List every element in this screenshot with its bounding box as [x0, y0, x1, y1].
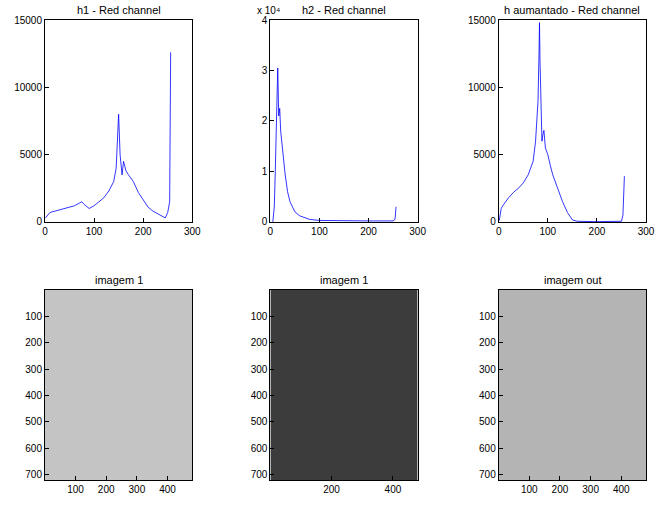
svg-text:15000: 15000 — [14, 15, 42, 26]
svg-text:200: 200 — [589, 226, 606, 237]
svg-text:200: 200 — [479, 337, 496, 348]
svg-text:5000: 5000 — [20, 149, 43, 160]
svg-text:15000: 15000 — [468, 15, 496, 26]
svg-text:100: 100 — [539, 226, 556, 237]
svg-text:600: 600 — [251, 443, 268, 454]
svg-text:imagem 1: imagem 1 — [95, 274, 143, 286]
svg-text:h aumantado - Red channel: h aumantado - Red channel — [504, 4, 640, 16]
svg-text:200: 200 — [98, 484, 115, 495]
svg-text:h1 - Red channel: h1 - Red channel — [77, 4, 161, 16]
svg-text:700: 700 — [479, 469, 496, 480]
svg-text:400: 400 — [479, 390, 496, 401]
svg-text:500: 500 — [251, 416, 268, 427]
svg-text:400: 400 — [385, 484, 402, 495]
svg-text:700: 700 — [251, 469, 268, 480]
svg-text:4: 4 — [262, 15, 268, 26]
svg-text:imagem 1: imagem 1 — [320, 274, 368, 286]
svg-text:3: 3 — [262, 65, 268, 76]
svg-text:100: 100 — [479, 311, 496, 322]
svg-text:200: 200 — [360, 226, 377, 237]
svg-text:300: 300 — [184, 226, 201, 237]
svg-text:5000: 5000 — [474, 149, 497, 160]
svg-text:0: 0 — [262, 216, 268, 227]
svg-text:10000: 10000 — [14, 82, 42, 93]
svg-text:200: 200 — [25, 337, 42, 348]
svg-text:400: 400 — [159, 484, 176, 495]
svg-text:300: 300 — [582, 484, 599, 495]
svg-text:imagem out: imagem out — [544, 274, 601, 286]
svg-text:500: 500 — [25, 416, 42, 427]
svg-text:300: 300 — [638, 226, 655, 237]
svg-text:0: 0 — [490, 216, 496, 227]
svg-text:100: 100 — [251, 311, 268, 322]
svg-text:300: 300 — [129, 484, 146, 495]
svg-text:100: 100 — [86, 226, 103, 237]
svg-text:200: 200 — [251, 337, 268, 348]
svg-text:100: 100 — [311, 226, 328, 237]
svg-text:300: 300 — [251, 364, 268, 375]
svg-text:300: 300 — [25, 364, 42, 375]
svg-text:500: 500 — [479, 416, 496, 427]
svg-text:x 10⁴: x 10⁴ — [257, 5, 280, 16]
svg-text:400: 400 — [251, 390, 268, 401]
svg-text:100: 100 — [25, 311, 42, 322]
svg-text:700: 700 — [25, 469, 42, 480]
svg-text:10000: 10000 — [468, 82, 496, 93]
svg-text:100: 100 — [521, 484, 538, 495]
svg-text:200: 200 — [135, 226, 152, 237]
svg-text:400: 400 — [613, 484, 630, 495]
svg-text:200: 200 — [552, 484, 569, 495]
svg-text:400: 400 — [25, 390, 42, 401]
svg-text:600: 600 — [25, 443, 42, 454]
svg-text:1: 1 — [262, 166, 268, 177]
svg-text:2: 2 — [262, 115, 268, 126]
svg-text:h2 - Red channel: h2 - Red channel — [302, 4, 386, 16]
svg-text:200: 200 — [323, 484, 340, 495]
svg-text:300: 300 — [409, 226, 426, 237]
svg-text:600: 600 — [479, 443, 496, 454]
svg-text:300: 300 — [479, 364, 496, 375]
svg-text:100: 100 — [67, 484, 84, 495]
svg-text:0: 0 — [268, 226, 274, 237]
svg-text:0: 0 — [42, 226, 48, 237]
svg-text:0: 0 — [36, 216, 42, 227]
svg-text:0: 0 — [496, 226, 502, 237]
